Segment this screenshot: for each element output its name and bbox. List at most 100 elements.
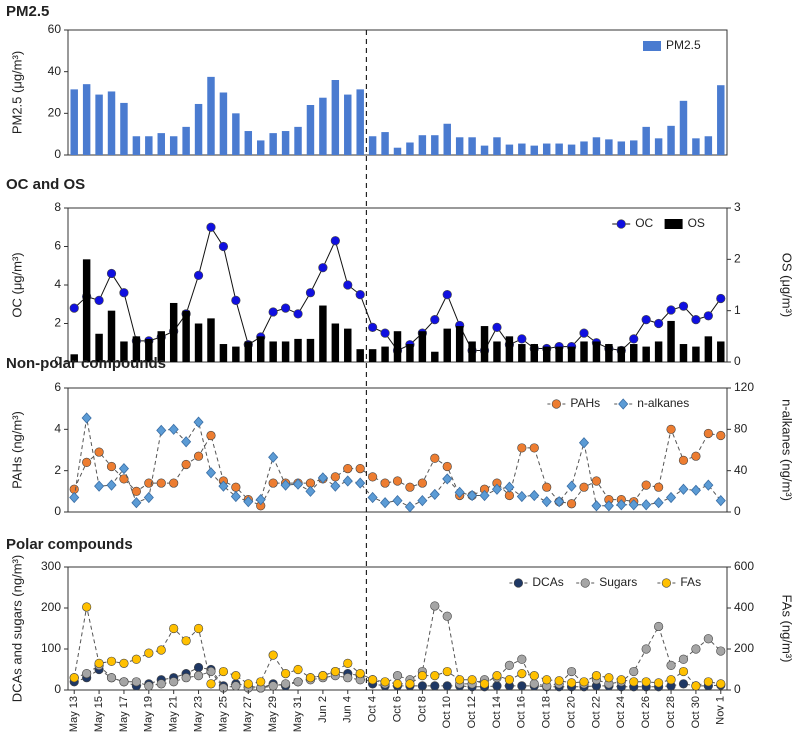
bar [281,131,290,155]
bar [717,85,725,155]
panel-title: OC and OS [6,176,85,193]
data-point [591,476,602,486]
data-point [268,681,278,691]
y-tick-label: 0 [54,504,61,518]
legend-label: PAHs [570,396,600,410]
data-point [181,673,191,683]
data-point [405,679,415,689]
y2-axis-label: FAs (ng/m³) [780,595,795,663]
bar [630,344,638,362]
x-tick-label: May 27 [242,696,254,732]
bar [331,323,340,362]
bar [555,346,563,362]
data-point [678,455,689,465]
bar [70,354,78,362]
bar [406,142,414,155]
legend-label: OS [688,216,705,230]
y2-tick-label: 400 [734,600,754,614]
data-point [305,288,316,298]
data-point [181,436,192,448]
data-point [541,496,552,508]
data-point [578,437,590,449]
data-point [442,611,452,621]
data-point [206,222,216,232]
y-tick-label: 100 [41,641,61,655]
bar [704,136,713,155]
data-point [517,334,527,344]
data-point [317,472,328,484]
x-tick-label: Jun 2 [317,696,329,723]
data-point [542,675,552,685]
data-point [305,485,316,497]
data-point [392,679,403,689]
legend-marker [513,578,524,588]
data-point [654,621,664,632]
bar [542,143,551,155]
data-point [268,307,278,317]
data-point [380,677,390,687]
data-point [106,479,117,491]
bar [505,336,514,362]
data-point [82,668,92,679]
data-point [168,423,179,435]
data-point [516,490,527,503]
bar [232,346,240,362]
bar [518,344,526,362]
legend-label: PM2.5 [666,38,701,52]
x-tick-label: May 19 [143,696,155,732]
y-tick-label: 60 [48,22,62,36]
data-point [703,677,713,687]
y-tick-label: 300 [41,559,61,573]
y-tick-label: 8 [54,200,61,214]
data-point [628,499,639,511]
data-point [641,677,651,687]
bar [306,105,315,155]
data-point [454,486,465,498]
data-point [69,673,79,683]
data-point [604,673,614,683]
data-point [205,467,217,479]
data-point [181,459,191,470]
data-point [690,484,701,496]
data-point [442,666,452,677]
data-point [653,497,664,509]
legend-swatch [643,41,661,51]
data-point [716,293,726,304]
data-point [678,666,689,677]
data-point [392,495,403,507]
y-tick-label: 6 [54,380,61,394]
data-point [256,677,266,687]
data-point [715,495,726,507]
data-point [504,675,515,685]
data-point [467,675,477,685]
data-point [430,601,440,611]
data-point [417,681,427,691]
data-point [442,461,452,472]
data-point [206,666,216,677]
data-point [479,489,490,502]
data-point [430,671,440,681]
data-point [380,497,391,509]
data-point [566,499,577,509]
bar [642,126,650,155]
data-point [654,678,664,688]
data-point [703,634,713,644]
x-tick-label: May 23 [192,696,204,732]
y-tick-label: 2 [54,463,61,477]
data-point [678,679,689,689]
y2-tick-label: 0 [734,354,741,368]
data-point [716,679,726,689]
data-point [368,472,378,482]
bar [592,137,601,155]
x-tick-label: Jun 4 [342,696,354,723]
data-point [566,678,577,688]
data-point [703,428,713,439]
data-point [131,486,141,496]
bar [82,84,91,155]
data-point [666,424,676,434]
data-point [616,675,626,685]
bar [555,143,563,155]
bar [654,341,663,362]
data-point [82,602,92,612]
data-point [542,482,552,492]
